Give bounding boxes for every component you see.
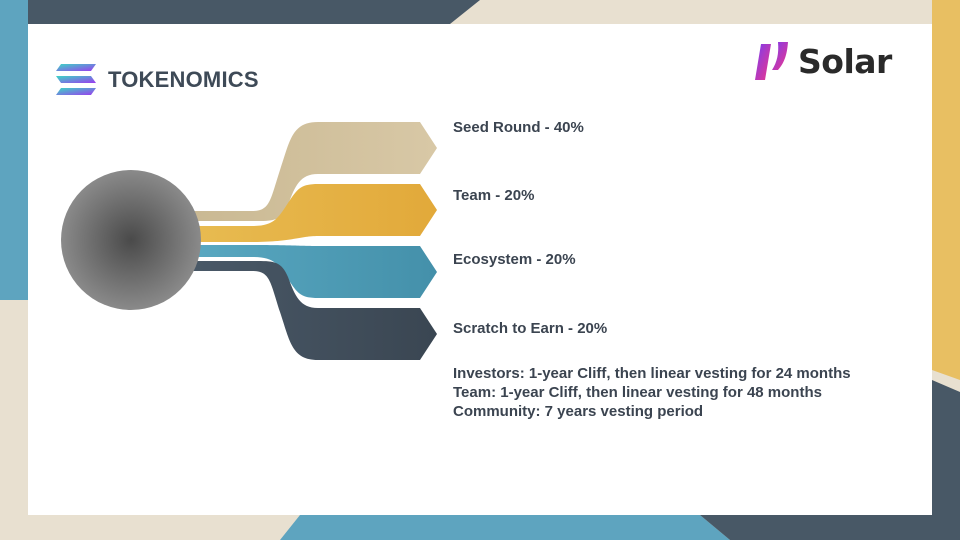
- solar-mark-icon: [755, 42, 788, 80]
- allocation-label-team: Team - 20%: [453, 187, 535, 204]
- solana-logo-icon: [56, 64, 96, 95]
- hub-circle: [61, 170, 201, 310]
- flow-branch-seed-round: [180, 122, 437, 222]
- allocation-label-seed-round: Seed Round - 40%: [453, 119, 584, 136]
- vesting-note-investors: Investors: 1-year Cliff, then linear ves…: [453, 365, 851, 382]
- vesting-notes: Investors: 1-year Cliff, then linear ves…: [453, 364, 851, 421]
- flow-branch-scratch-to-earn: [180, 260, 437, 360]
- brand-name: Solar: [798, 42, 892, 81]
- allocation-label-scratch-to-earn: Scratch to Earn - 20%: [453, 320, 608, 337]
- flow-branch-ecosystem: [180, 245, 437, 298]
- brand-logo: Solar: [752, 40, 902, 84]
- allocation-label-ecosystem: Ecosystem - 20%: [453, 251, 576, 268]
- page-title: TOKENOMICS: [108, 67, 259, 92]
- vesting-note-team: Team: 1-year Cliff, then linear vesting …: [453, 384, 822, 401]
- flow-branch-team: [180, 184, 437, 242]
- vesting-note-community: Community: 7 years vesting period: [453, 403, 704, 420]
